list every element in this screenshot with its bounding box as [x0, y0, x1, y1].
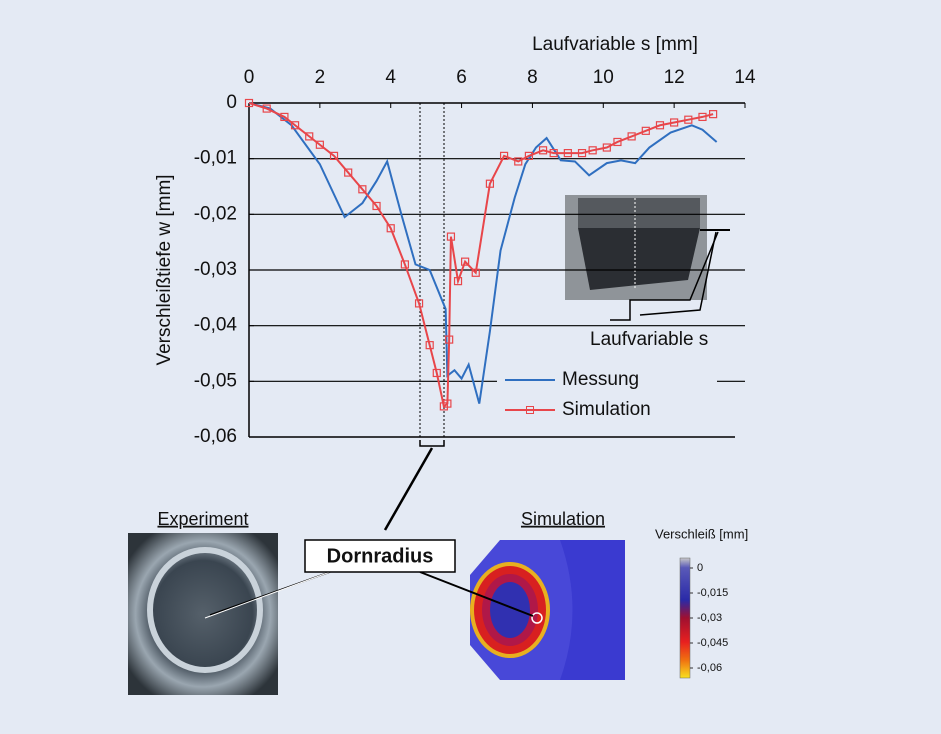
- y-tick-label: -0,06: [194, 426, 237, 447]
- colorbar: [680, 558, 690, 678]
- experiment-title: Experiment: [157, 509, 248, 529]
- legend-label: Simulation: [562, 399, 651, 420]
- x-tick-label: 14: [734, 67, 756, 88]
- x-tick-label: 2: [315, 67, 326, 88]
- colorbar-tick-label: 0: [697, 562, 703, 574]
- colorbar-title: Verschleiß [mm]: [655, 526, 748, 541]
- colorbar-tick-label: -0,015: [697, 587, 728, 599]
- bracket: [420, 440, 444, 446]
- figure: Laufvariable s Experiment Simulation Dor…: [0, 0, 941, 734]
- colorbar-tick-label: -0,06: [697, 662, 722, 674]
- legend-label: Messung: [562, 369, 639, 390]
- x-tick-label: 4: [385, 67, 396, 88]
- callout-label: Dornradius: [327, 545, 434, 567]
- x-tick-label: 10: [593, 67, 614, 88]
- x-tick-label: 8: [527, 67, 538, 88]
- callout-line: [385, 448, 432, 530]
- y-tick-label: -0,02: [194, 203, 237, 224]
- x-tick-label: 0: [244, 67, 255, 88]
- simulation-title: Simulation: [521, 509, 605, 529]
- y-tick-label: -0,04: [194, 315, 238, 336]
- x-axis-label: Laufvariable s [mm]: [532, 34, 698, 55]
- y-tick-label: 0: [226, 92, 237, 113]
- x-tick-label: 6: [456, 67, 467, 88]
- colorbar-tick-label: -0,03: [697, 612, 722, 624]
- inset-label: Laufvariable s: [590, 329, 708, 350]
- y-tick-label: -0,03: [194, 259, 237, 280]
- y-tick-label: -0,01: [194, 148, 237, 169]
- y-axis-label: Verschleißtiefe w [mm]: [154, 174, 175, 365]
- colorbar-tick-label: -0,045: [697, 637, 728, 649]
- simulation-render: [470, 540, 625, 680]
- y-tick-label: -0,05: [194, 370, 237, 391]
- x-tick-label: 12: [664, 67, 685, 88]
